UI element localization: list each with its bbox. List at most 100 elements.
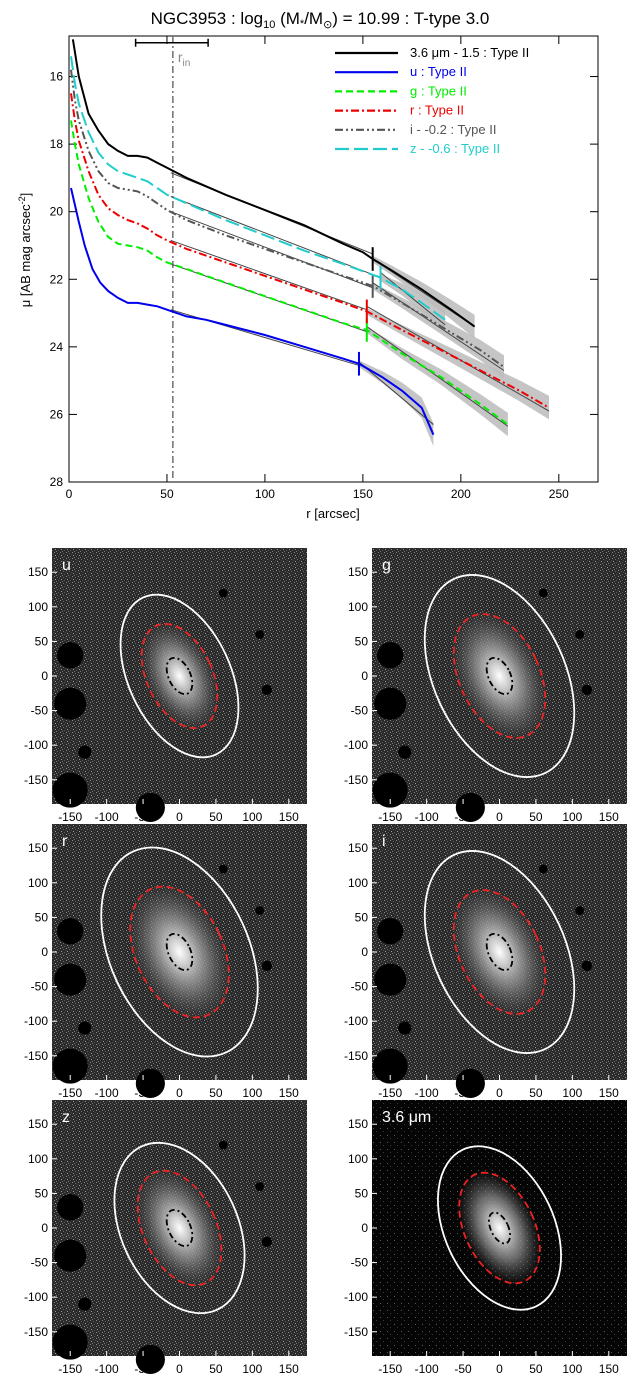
masked-source xyxy=(538,588,548,598)
profile-line xyxy=(70,187,435,436)
panel-y-tick-label: -100 xyxy=(344,1290,368,1304)
legend-entry: g : Type II xyxy=(410,83,467,98)
panel-x-tick-label: 150 xyxy=(279,810,299,824)
panel-x-tick-label: 100 xyxy=(562,810,582,824)
outer-ellipse xyxy=(100,846,259,1058)
image-panel: i -150 -100 -50 0 50 100 150 150 100 50 0 -50 -100 -15… xyxy=(344,824,627,1100)
panel-x-tick-label: -100 xyxy=(415,1362,439,1376)
error-band xyxy=(372,282,504,379)
y-tick-label: 22 xyxy=(50,272,64,286)
masked-source xyxy=(374,687,407,720)
chart-title-suffix: ) = 10.99 : T-type 3.0 xyxy=(332,9,489,28)
masked-source xyxy=(52,772,88,808)
plot-frame xyxy=(68,35,599,483)
core-ellipse xyxy=(165,1208,194,1248)
profile-line xyxy=(70,120,509,426)
masked-source xyxy=(372,1048,408,1084)
panel-y-tick-label: 0 xyxy=(361,669,368,683)
masked-source xyxy=(255,906,265,915)
panel-y-tick-label: -50 xyxy=(31,1256,49,1270)
masked-source xyxy=(255,630,265,639)
panel-y-tick-label: -50 xyxy=(351,704,369,718)
chart-title-sub: 10 xyxy=(263,19,275,31)
y-tick-label: 28 xyxy=(50,475,64,489)
panel-y-tick-label: 150 xyxy=(28,841,48,855)
profile-line xyxy=(71,39,476,328)
panel-y-tick-label: 0 xyxy=(41,669,48,683)
outer-ellipse xyxy=(119,593,240,759)
panel-y-tick-label: 150 xyxy=(348,841,368,855)
legend-entry: 3.6 μm - 1.5 : Type II xyxy=(410,45,529,60)
series-group xyxy=(70,187,435,436)
masked-source xyxy=(372,772,408,808)
masked-source xyxy=(78,1021,92,1035)
galaxy-glow xyxy=(457,1169,542,1287)
panel-label: 3.6 μm xyxy=(382,1109,431,1126)
panel-x-tick-label: 0 xyxy=(496,810,503,824)
chart-title-prefix: NGC3953 : log xyxy=(151,9,263,28)
inner-ellipse xyxy=(452,613,547,739)
panel-x-tick-label: 50 xyxy=(209,1362,223,1376)
fit-line-inner xyxy=(170,239,367,311)
series-group xyxy=(70,69,505,371)
panel-x-tick-label: -150 xyxy=(58,810,82,824)
masked-source xyxy=(538,864,548,874)
series-group xyxy=(70,120,509,427)
x-tick-label: 250 xyxy=(549,487,569,501)
panel-y-tick-label: 50 xyxy=(355,910,369,924)
y-tick-label: 18 xyxy=(50,137,64,151)
panel-x-tick-label: 100 xyxy=(562,1362,582,1376)
panel-x-tick-label: 100 xyxy=(562,1086,582,1100)
inner-ellipse xyxy=(140,623,219,729)
panel-x-tick-label: -150 xyxy=(378,1086,402,1100)
fit-line-inner xyxy=(170,196,381,279)
x-tick-label: 200 xyxy=(451,487,471,501)
panel-y-tick-label: -100 xyxy=(24,738,48,752)
panel-y-tick-label: -100 xyxy=(24,1290,48,1304)
legend-entry: r : Type II xyxy=(410,103,464,118)
panel-y-tick-label: 100 xyxy=(28,1152,48,1166)
profile-line xyxy=(70,56,446,321)
panel-label: i xyxy=(382,833,386,850)
masked-source xyxy=(54,1239,87,1272)
panel-y-tick-label: 0 xyxy=(41,1221,48,1235)
inner-ellipse xyxy=(129,885,230,1019)
panel-y-tick-label: 100 xyxy=(348,876,368,890)
panel-x-tick-label: 100 xyxy=(242,1086,262,1100)
masked-source xyxy=(374,963,407,996)
image-panel: z -150 -100 -50 0 50 100 150 150 100 50 0 -50 -100 -15… xyxy=(24,1100,307,1376)
masked-source xyxy=(398,745,412,759)
panel-x-tick-label: -50 xyxy=(454,810,472,824)
chart-title-mass: (M xyxy=(275,9,300,28)
panel-y-tick-label: -150 xyxy=(24,773,48,787)
masked-source xyxy=(218,1140,228,1150)
panel-y-tick-label: -150 xyxy=(344,1325,368,1339)
panel-y-tick-label: -150 xyxy=(24,1049,48,1063)
panel-x-tick-label: -50 xyxy=(134,810,152,824)
masked-source xyxy=(261,960,273,971)
masked-source xyxy=(54,687,87,720)
fit-line-outer xyxy=(358,361,434,425)
panel-x-tick-label: 50 xyxy=(529,1362,543,1376)
panel-x-tick-label: -100 xyxy=(95,810,119,824)
masked-source xyxy=(52,1048,88,1084)
panel-y-tick-label: 50 xyxy=(35,634,49,648)
r-in-label-main: r xyxy=(178,49,183,65)
panel-y-tick-label: 150 xyxy=(28,565,48,579)
panel-label: r xyxy=(62,833,68,850)
x-axis-label: r [arcsec] xyxy=(306,506,359,521)
panel-x-tick-label: 50 xyxy=(209,1086,223,1100)
legend: 3.6 μm - 1.5 : Type II u : Type II g : Typ… xyxy=(335,45,529,156)
panel-x-tick-label: -50 xyxy=(134,1362,152,1376)
galaxy-glow xyxy=(451,610,548,742)
masked-source xyxy=(54,963,87,996)
panel-y-tick-label: -50 xyxy=(31,704,49,718)
panel-x-tick-label: -150 xyxy=(58,1086,82,1100)
panel-y-tick-label: -150 xyxy=(24,1325,48,1339)
masked-source xyxy=(78,745,92,759)
panel-x-tick-label: -150 xyxy=(378,1362,402,1376)
panel-x-tick-label: -50 xyxy=(454,1086,472,1100)
panel-y-tick-label: 100 xyxy=(348,1152,368,1166)
panel-y-tick-label: -100 xyxy=(344,1014,368,1028)
